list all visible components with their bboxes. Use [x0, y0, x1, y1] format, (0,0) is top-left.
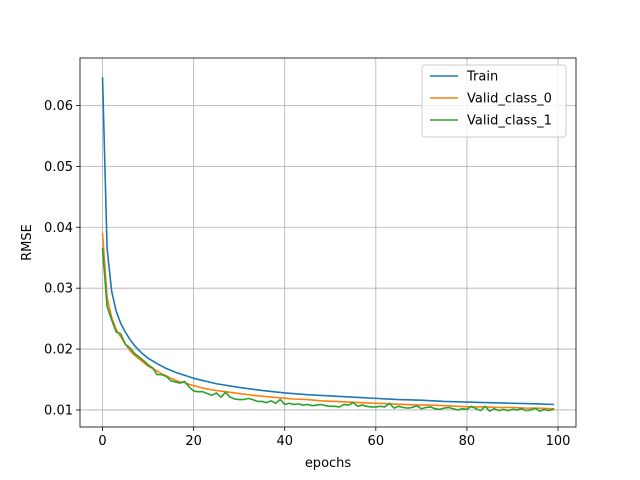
y-tick-label: 0.02: [44, 343, 73, 358]
legend-box: [421, 64, 567, 138]
y-tick-label: 0.05: [44, 160, 73, 175]
x-tick-label: 100: [546, 434, 571, 449]
x-axis-label: epochs: [305, 456, 352, 471]
axes-frame: [79, 57, 577, 428]
series-line-valid-class-1: [101, 247, 555, 412]
y-tick-label: 0.06: [44, 99, 73, 114]
y-tick-label: 0.04: [44, 221, 73, 236]
legend-entry-label: Valid_class_0: [467, 92, 552, 107]
series-line-valid-class-0: [101, 232, 555, 410]
legend-entry-label: Train: [466, 70, 498, 85]
x-tick-label: 60: [368, 434, 385, 449]
series-layer: [101, 77, 555, 412]
legend-entry-label: Valid_class_1: [467, 114, 552, 129]
legend: Train Valid_class_0 Valid_class_1: [421, 64, 567, 138]
x-tick-label: 20: [185, 434, 202, 449]
x-tick-label: 40: [276, 434, 293, 449]
x-tick-label: 0: [98, 434, 106, 449]
y-axis-label: RMSE: [20, 224, 35, 261]
tick-layer: 0 20 40 60 80 100 0.01 0.02 0.03 0.04 0.05 0.06: [44, 99, 570, 449]
y-tick-label: 0.03: [44, 282, 73, 297]
y-tick-label: 0.01: [44, 403, 73, 418]
x-tick-label: 80: [459, 434, 476, 449]
series-line-train: [101, 77, 555, 406]
